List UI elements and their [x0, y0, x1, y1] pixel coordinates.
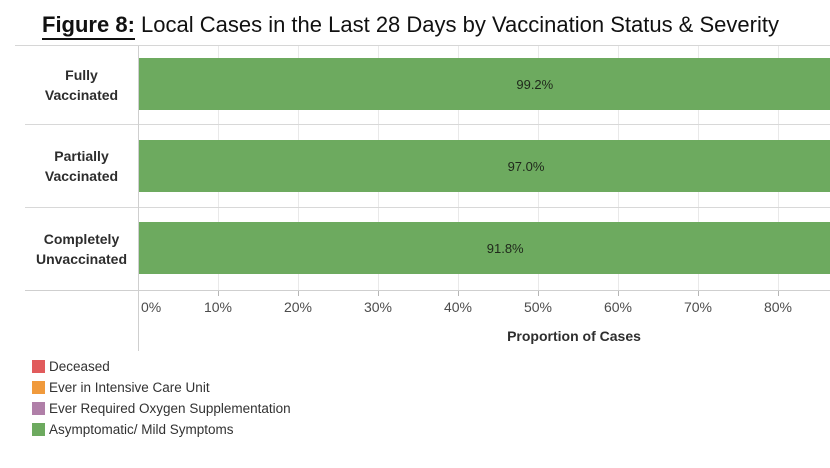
category-label-line: Unvaccinated: [35, 250, 128, 267]
row-separator-line: [25, 124, 830, 125]
tick-mark: [298, 291, 299, 296]
bar-value-label: 97.0%: [507, 158, 545, 174]
tick-mark: [538, 291, 539, 296]
x-tick-label: 80%: [763, 299, 793, 315]
legend-item-asymptomatic: Asymptomatic/ Mild Symptoms: [32, 421, 291, 437]
tick-mark: [458, 291, 459, 296]
legend-swatch-oxygen: [32, 401, 45, 415]
bar-partially-vaccinated-asymptomatic: 97.0%: [138, 140, 830, 192]
legend-label: Ever in Intensive Care Unit: [49, 379, 210, 395]
category-label-line: Fully: [65, 67, 98, 83]
x-tick-label: 40%: [443, 299, 473, 315]
tick-mark: [618, 291, 619, 296]
chart-title-text: Local Cases in the Last 28 Days by Vacci…: [134, 12, 779, 37]
category-label-partially-vaccinated: Partially Vaccinated: [25, 124, 138, 207]
tick-mark: [698, 291, 699, 296]
bar-value-label: 91.8%: [486, 240, 524, 256]
legend-swatch-asymptomatic: [32, 422, 45, 436]
legend-label: Deceased: [49, 358, 110, 374]
x-tick-label: 50%: [523, 299, 553, 315]
category-label-line: Partially: [54, 147, 109, 164]
x-axis-line: [25, 290, 830, 291]
x-axis-title: Proportion of Cases: [507, 328, 641, 344]
x-tick-label: 0%: [141, 299, 162, 315]
legend-item-oxygen: Ever Required Oxygen Supplementation: [32, 400, 291, 416]
plot-area: 99.2% 97.0% 91.8%: [138, 46, 830, 290]
tick-mark: [218, 291, 219, 296]
x-tick-label: 10%: [203, 299, 233, 315]
row-separator-line: [25, 207, 830, 208]
category-label-line: Completely: [43, 230, 120, 247]
x-tick-label: 60%: [603, 299, 633, 315]
x-tick-label: 30%: [363, 299, 393, 315]
bar-fully-vaccinated-asymptomatic: 99.2%: [138, 58, 830, 110]
tick-mark: [778, 291, 779, 296]
legend-item-icu: Ever in Intensive Care Unit: [32, 379, 291, 395]
legend-label: Ever Required Oxygen Supplementation: [49, 400, 291, 416]
category-label-completely-unvaccinated: Completely Unvaccinated: [25, 207, 138, 290]
title-divider-line: [15, 45, 830, 46]
x-tick-label: 70%: [683, 299, 713, 315]
y-axis-line: [138, 46, 139, 351]
category-label-line: Vaccinated: [44, 87, 119, 103]
category-label-line: Vaccinated: [44, 167, 119, 184]
legend-swatch-deceased: [32, 359, 45, 373]
legend-item-deceased: Deceased: [32, 358, 291, 374]
category-label-fully-vaccinated: Fully Vaccinated: [25, 46, 138, 124]
bar-value-label: 99.2%: [516, 76, 554, 92]
legend: Deceased Ever in Intensive Care Unit Eve…: [32, 358, 291, 437]
chart-title: Figure 8: Local Cases in the Last 28 Day…: [42, 12, 779, 40]
figure-number-label: Figure 8:: [42, 12, 135, 40]
x-tick-label: 20%: [283, 299, 313, 315]
legend-label: Asymptomatic/ Mild Symptoms: [49, 421, 234, 437]
tick-mark: [378, 291, 379, 296]
bar-completely-unvaccinated-asymptomatic: 91.8%: [138, 222, 830, 274]
legend-swatch-icu: [32, 380, 45, 394]
